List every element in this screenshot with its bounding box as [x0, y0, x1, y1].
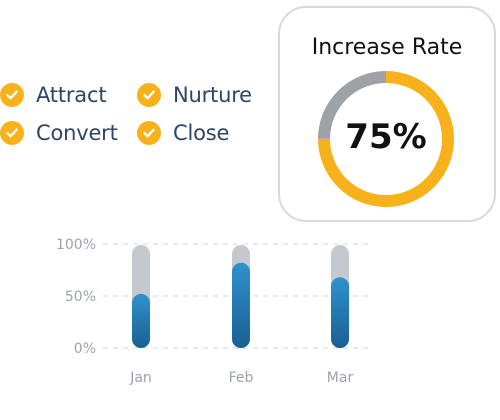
checklist-item-close: Close — [137, 118, 270, 148]
checklist-item-nurture: Nurture — [137, 80, 270, 110]
monthly-bar-chart: 0% 50% 100% Jan Feb Mar — [56, 237, 368, 386]
checklist-label: Close — [173, 121, 230, 145]
check-circle-icon — [137, 83, 161, 107]
increase-rate-title: Increase Rate — [311, 35, 463, 60]
increase-rate-card: Increase Rate 75% — [278, 6, 496, 222]
feature-checklist: Attract Nurture Convert Close — [0, 80, 270, 148]
bar-jan — [132, 293, 150, 348]
check-circle-icon — [137, 121, 161, 145]
checklist-item-convert: Convert — [0, 118, 137, 148]
x-tick-label: Mar — [327, 370, 354, 386]
increase-rate-donut — [318, 71, 454, 207]
x-tick-label: Feb — [229, 370, 254, 386]
increase-rate-value: 75% — [345, 117, 427, 157]
checklist-label: Nurture — [173, 83, 252, 107]
checklist-item-attract: Attract — [0, 80, 137, 110]
bar-mar — [331, 277, 349, 348]
donut-slice-remaining — [318, 71, 454, 207]
y-tick-label: 0% — [74, 341, 96, 357]
y-tick-label: 100% — [56, 237, 96, 253]
x-tick-label: Jan — [129, 370, 152, 386]
bar-feb — [232, 262, 250, 348]
check-circle-icon — [0, 121, 24, 145]
y-tick-label: 50% — [65, 289, 96, 305]
checklist-label: Attract — [36, 83, 107, 107]
checklist-label: Convert — [36, 121, 118, 145]
check-circle-icon — [0, 83, 24, 107]
